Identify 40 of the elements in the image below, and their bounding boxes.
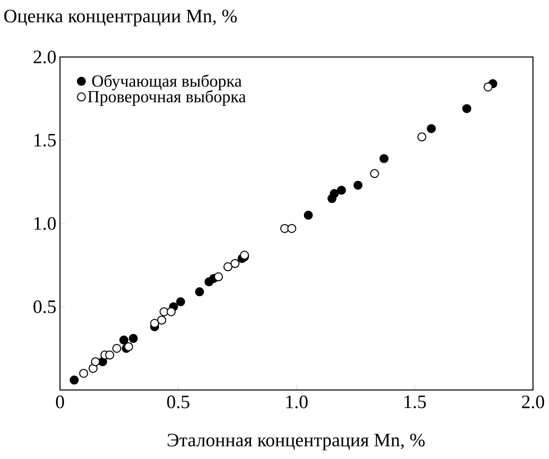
point [112,344,122,353]
point [124,342,134,352]
y-tick-label: 0.5 [34,300,56,314]
y-tick-label: 1.5 [34,134,56,147]
point [336,186,346,195]
point [287,224,296,233]
point [230,258,240,268]
point [150,318,160,328]
point [223,262,232,272]
x-axis-title: Эталонная концентрация Mn, % [168,434,425,450]
legend-label: Обучающая выборка [92,74,242,90]
point [214,272,223,282]
y-axis-title: Оценка концентрации Mn, % [4,10,237,26]
point [426,124,436,134]
point [353,180,362,190]
x-tick-label: 2.0 [522,396,544,408]
point [380,154,389,164]
x-tick-label: 0 [56,396,64,408]
point [417,132,426,142]
point [330,189,339,198]
point [484,82,493,92]
point [370,169,380,178]
legend-label: Проверочная выборка [88,90,246,106]
point [79,368,88,378]
point [70,376,79,385]
point [119,336,128,345]
y-tick-label: 1.0 [34,217,56,230]
point [105,350,114,360]
point [176,297,186,306]
x-tick-label: 1.5 [404,396,426,408]
point [128,334,138,343]
point [304,210,313,220]
point [90,357,100,366]
point [157,316,166,325]
point [166,307,176,316]
point [195,287,204,296]
x-tick-label: 0.5 [167,396,190,408]
point [462,104,472,114]
y-tick-label: 2.0 [34,50,56,64]
x-tick-label: 1.0 [286,396,308,408]
